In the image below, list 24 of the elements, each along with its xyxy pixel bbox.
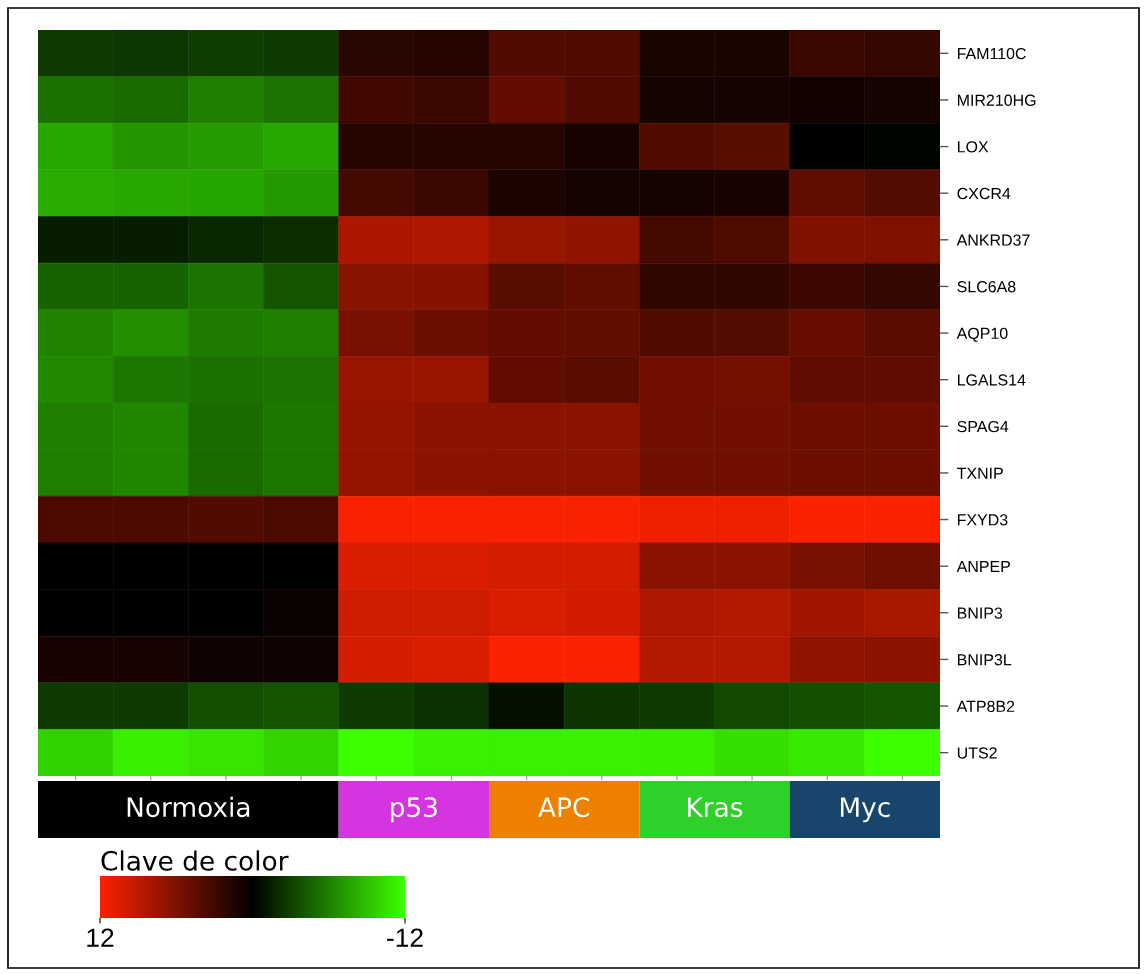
y-tick-label: TXNIP bbox=[957, 467, 1003, 479]
y-tick-label: FAM110C bbox=[957, 47, 1026, 60]
category-label: Myc bbox=[840, 797, 890, 823]
y-tick-label: SLC6A8 bbox=[957, 281, 1016, 293]
color-bar-title: Clave de color bbox=[101, 850, 289, 871]
category-label: p53 bbox=[391, 797, 437, 823]
y-tick-label: AQP10 bbox=[956, 327, 1008, 342]
y-tick-label: ANKRD37 bbox=[956, 234, 1030, 246]
color-bar-label: 12 bbox=[87, 928, 114, 947]
y-tick-label: FXYD3 bbox=[957, 514, 1008, 526]
category-label: Normoxia bbox=[127, 796, 250, 818]
y-tick-label: CXCR4 bbox=[957, 187, 1011, 200]
y-tick-label: BNIP3 bbox=[957, 607, 1003, 619]
y-tick-label: MIR210HG bbox=[957, 94, 1036, 106]
y-tick-label: LOX bbox=[957, 141, 989, 153]
category-label: Kras bbox=[688, 797, 743, 818]
color-bar-label: -12 bbox=[387, 928, 423, 947]
y-tick-label: ANPEP bbox=[956, 560, 1010, 572]
y-tick-label: UTS2 bbox=[957, 747, 997, 759]
y-tick-label: SPAG4 bbox=[957, 420, 1009, 433]
y-tick-label: ATP8B2 bbox=[956, 700, 1015, 713]
category-label: APC bbox=[538, 797, 589, 818]
y-tick-label: BNIP3L bbox=[957, 654, 1012, 666]
y-tick-label: LGALS14 bbox=[957, 374, 1026, 386]
